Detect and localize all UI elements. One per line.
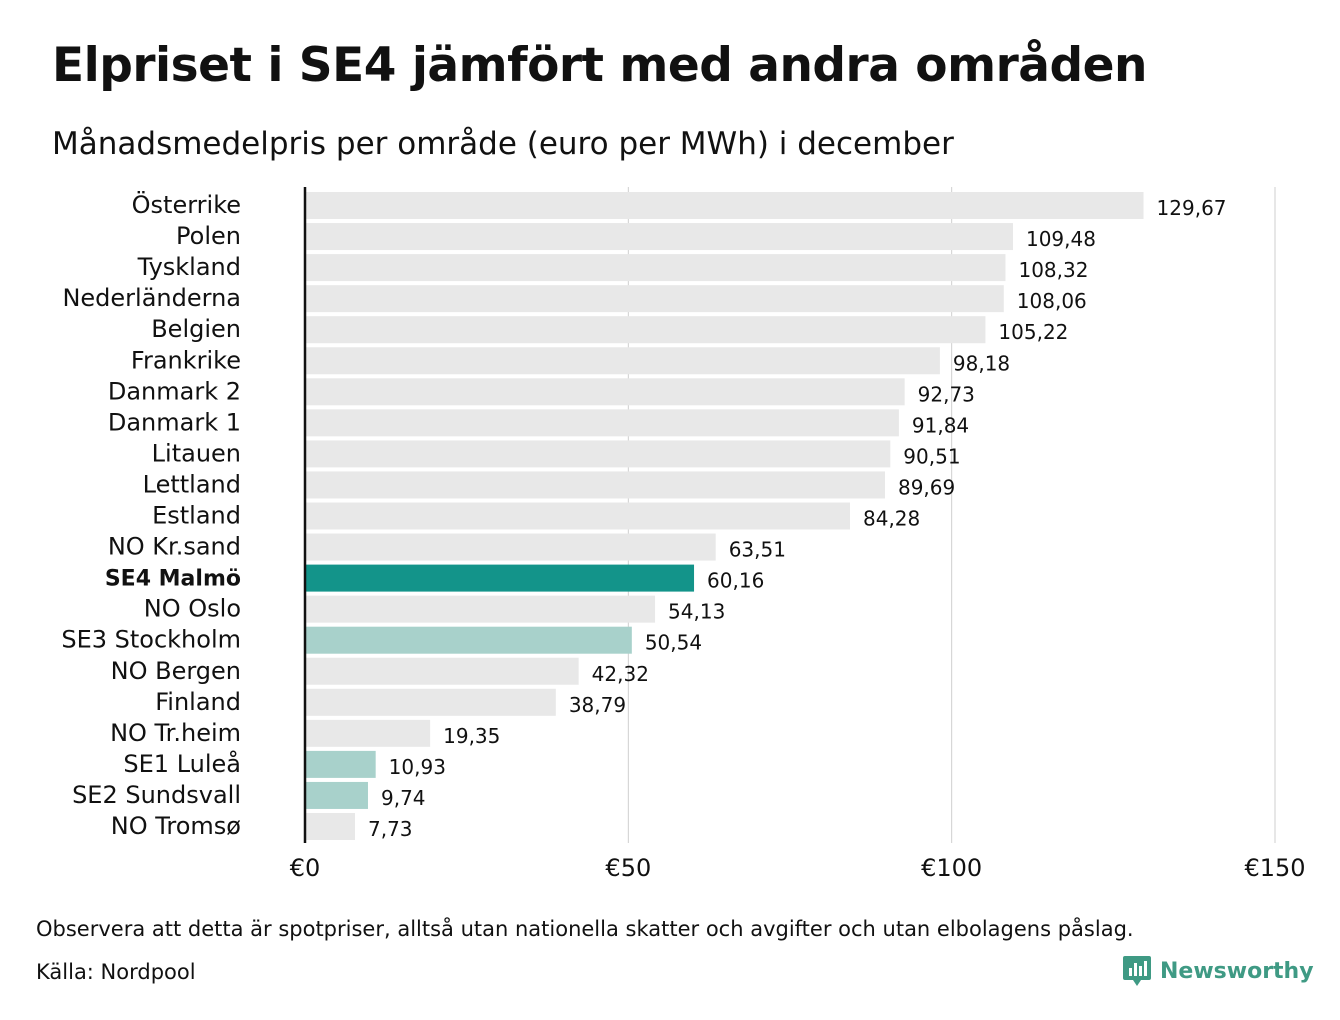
bar	[305, 657, 579, 685]
bar	[305, 316, 986, 344]
bar	[305, 409, 899, 437]
bar	[305, 626, 632, 654]
category-label: SE4 Malmö	[105, 567, 241, 592]
source-note: Källa: Nordpool	[36, 960, 196, 984]
chart-title: Elpriset i SE4 jämfört med andra områden	[52, 38, 1147, 93]
bar	[305, 471, 885, 499]
value-label: 10,93	[389, 755, 446, 779]
category-label: NO Kr.sand	[108, 533, 241, 561]
category-label: Finland	[155, 688, 241, 716]
newsworthy-logo: Newsworthy	[1122, 954, 1314, 988]
value-label: 108,32	[1018, 258, 1088, 282]
x-tick-label: €0	[290, 854, 321, 882]
bar-chart: Österrike Polen Tyskland Nederländerna Belgi…	[61, 187, 1306, 882]
category-label: Tyskland	[137, 253, 241, 281]
category-label: Danmark 1	[108, 408, 241, 436]
value-label: 129,67	[1157, 196, 1227, 220]
value-label: 92,73	[918, 382, 975, 406]
category-label: Litauen	[152, 439, 241, 467]
value-label: 9,74	[381, 786, 426, 810]
category-label: Estland	[152, 502, 241, 530]
category-label: Belgien	[151, 315, 241, 343]
value-labels: 129,67 109,48 108,32 108,06 105,22 98,18 92,73…	[368, 196, 1227, 841]
value-label: 42,32	[592, 662, 649, 686]
value-label: 54,13	[668, 600, 725, 624]
bar	[305, 688, 556, 716]
value-label: 7,73	[368, 817, 413, 841]
value-label: 89,69	[898, 475, 955, 499]
value-label: 108,06	[1017, 289, 1087, 313]
bar	[305, 378, 905, 406]
value-label: 63,51	[729, 538, 786, 562]
category-label: NO Bergen	[111, 657, 241, 685]
value-label: 19,35	[443, 724, 500, 748]
bar	[305, 347, 940, 375]
bar	[305, 719, 431, 747]
bars	[305, 192, 1144, 840]
newsworthy-logo-text: Newsworthy	[1160, 958, 1314, 984]
bar	[305, 254, 1006, 282]
bar	[305, 750, 376, 778]
bar	[305, 781, 368, 809]
value-label: 109,48	[1026, 227, 1096, 251]
category-label: Lettland	[143, 470, 241, 498]
value-label: 50,54	[645, 631, 702, 655]
value-label: 84,28	[863, 507, 920, 531]
category-label: SE2 Sundsvall	[72, 781, 241, 809]
bar	[305, 595, 656, 623]
bar	[305, 192, 1144, 219]
value-label: 98,18	[953, 351, 1010, 375]
category-label: NO Tromsø	[111, 812, 241, 840]
category-labels: Österrike Polen Tyskland Nederländerna Belgi…	[61, 190, 241, 840]
bar	[305, 533, 716, 561]
category-label: NO Oslo	[144, 595, 241, 623]
value-label: 90,51	[903, 444, 960, 468]
bar	[305, 223, 1013, 251]
x-tick-label: €50	[605, 854, 651, 882]
category-label: Österrike	[132, 190, 241, 219]
category-label: SE3 Stockholm	[61, 626, 241, 654]
bar	[305, 440, 891, 468]
newsworthy-logo-icon	[1123, 956, 1151, 986]
bar	[305, 564, 695, 592]
x-tick-label: €150	[1244, 854, 1305, 882]
category-label: Danmark 2	[108, 377, 241, 405]
category-label: Frankrike	[131, 346, 241, 374]
value-label: 91,84	[912, 413, 969, 437]
category-label: Nederländerna	[62, 284, 241, 312]
footnote: Observera att detta är spotpriser, allts…	[36, 917, 1134, 941]
x-tick-label: €100	[921, 854, 982, 882]
bar	[305, 502, 851, 530]
value-label: 38,79	[569, 693, 626, 717]
category-label: SE1 Luleå	[123, 749, 241, 778]
bar	[305, 813, 355, 840]
value-label: 105,22	[998, 320, 1068, 344]
x-axis-ticks: €0 €50 €100 €150	[290, 854, 1306, 882]
category-label: NO Tr.heim	[110, 719, 241, 747]
chart-subtitle: Månadsmedelpris per område (euro per MWh…	[52, 126, 954, 162]
category-label: Polen	[176, 222, 241, 250]
value-label: 60,16	[707, 569, 764, 593]
bar	[305, 285, 1004, 313]
